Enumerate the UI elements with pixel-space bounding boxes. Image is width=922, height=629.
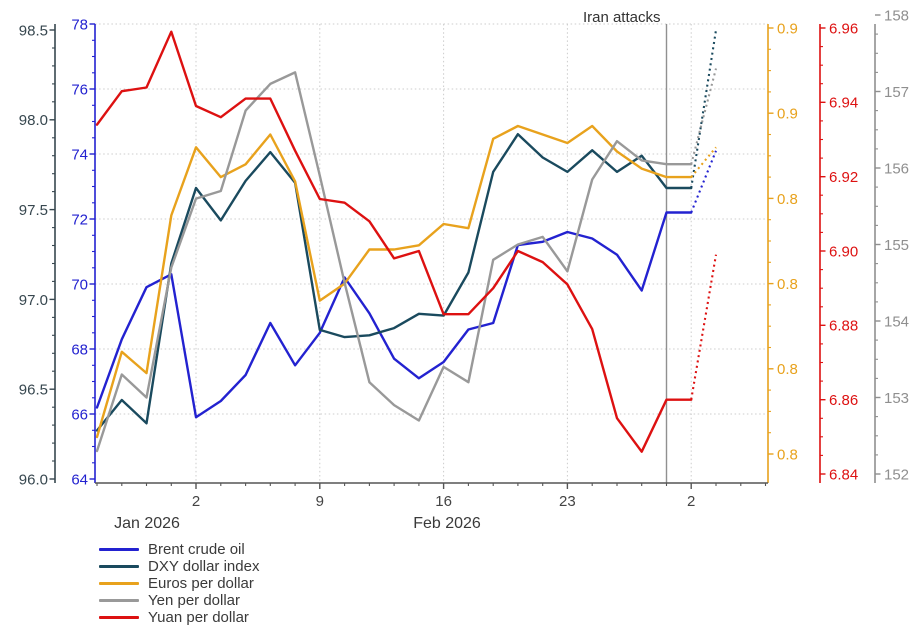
y-axis-brent: 78 76 74 72 70 68 66 64 xyxy=(71,16,96,488)
series-yuan-per-dollar-projection xyxy=(690,254,718,400)
x-month-label: Jan 2026 xyxy=(114,515,180,532)
svg-text:74: 74 xyxy=(71,146,88,163)
svg-text:6.92: 6.92 xyxy=(829,169,858,186)
legend-label-dxy: DXY dollar index xyxy=(148,558,260,575)
x-tick-label: 9 xyxy=(316,493,324,510)
svg-text:78: 78 xyxy=(71,16,88,33)
svg-text:96.0: 96.0 xyxy=(19,471,48,488)
legend-swatch-dxy xyxy=(99,565,139,568)
series-euros-per-dollar xyxy=(95,124,717,439)
legend-item-yuan-per-dollar: Yuan per dollar xyxy=(99,610,259,625)
x-tick-label: 2 xyxy=(192,493,200,510)
svg-text:157: 157 xyxy=(884,84,909,101)
svg-text:6.86: 6.86 xyxy=(829,392,858,409)
y-axis-dxy: 98.5 98.0 97.5 97.0 96.5 96.0 xyxy=(19,22,56,488)
svg-text:97.5: 97.5 xyxy=(19,202,48,219)
svg-text:6.94: 6.94 xyxy=(829,95,858,112)
svg-text:155: 155 xyxy=(884,237,909,254)
svg-text:96.5: 96.5 xyxy=(19,382,48,399)
x-tick-label: 16 xyxy=(435,493,452,510)
svg-text:98.5: 98.5 xyxy=(19,22,48,39)
series-yuan-per-dollar xyxy=(95,30,718,453)
legend-label-yuan: Yuan per dollar xyxy=(148,609,249,626)
svg-text:0.8: 0.8 xyxy=(777,361,798,378)
legend-label-euro: Euros per dollar xyxy=(148,575,254,592)
legend-item-yen-per-dollar: Yen per dollar xyxy=(99,593,259,608)
series-brent-crude-oil-projection xyxy=(690,150,717,213)
svg-text:152: 152 xyxy=(884,466,909,483)
svg-text:0.8: 0.8 xyxy=(777,191,798,208)
series-dxy-dollar-index-projection xyxy=(690,29,718,189)
series-brent-crude-oil xyxy=(95,150,717,419)
svg-text:70: 70 xyxy=(71,276,88,293)
svg-text:158: 158 xyxy=(884,7,909,24)
svg-text:0.9: 0.9 xyxy=(777,20,798,37)
svg-text:156: 156 xyxy=(884,160,909,177)
svg-text:66: 66 xyxy=(71,406,88,423)
svg-text:76: 76 xyxy=(71,81,88,98)
svg-text:0.8: 0.8 xyxy=(777,276,798,293)
svg-text:64: 64 xyxy=(71,471,88,488)
y-axis-yen: 158 157 156 155 154 153 152 xyxy=(874,7,909,483)
svg-text:6.90: 6.90 xyxy=(829,243,858,260)
x-tick-label: 2 xyxy=(687,493,695,510)
svg-text:6.88: 6.88 xyxy=(829,318,858,335)
legend-label-brent: Brent crude oil xyxy=(148,541,245,558)
annotation-iran-attacks: Iran attacks xyxy=(583,9,661,26)
legend-swatch-yuan xyxy=(99,616,139,619)
svg-text:154: 154 xyxy=(884,313,909,330)
legend-swatch-brent xyxy=(99,548,139,551)
svg-text:97.0: 97.0 xyxy=(19,292,48,309)
x-axis: 2 9 16 23 2 Jan 2026 Feb 2026 xyxy=(95,482,768,532)
svg-text:6.96: 6.96 xyxy=(829,20,858,37)
svg-text:98.0: 98.0 xyxy=(19,112,48,129)
svg-text:0.9: 0.9 xyxy=(777,106,798,123)
series-euros-per-dollar-projection xyxy=(690,146,717,178)
legend-item-euros-per-dollar: Euros per dollar xyxy=(99,576,259,591)
y-axis-yuan: 6.96 6.94 6.92 6.90 6.88 6.86 6.84 xyxy=(819,20,858,483)
svg-text:72: 72 xyxy=(71,211,88,228)
x-tick-label: 23 xyxy=(559,493,576,510)
series-yen-per-dollar-projection xyxy=(690,68,718,165)
series-yen-per-dollar xyxy=(95,68,718,453)
svg-text:0.8: 0.8 xyxy=(777,446,798,463)
legend-label-yen: Yen per dollar xyxy=(148,592,241,609)
svg-text:68: 68 xyxy=(71,341,88,358)
legend-item-dxy-dollar-index: DXY dollar index xyxy=(99,559,259,574)
legend-item-brent-crude-oil: Brent crude oil xyxy=(99,542,259,557)
svg-text:6.84: 6.84 xyxy=(829,466,858,483)
svg-text:153: 153 xyxy=(884,390,909,407)
y-axis-euro: 0.9 0.9 0.8 0.8 0.8 0.8 xyxy=(767,20,798,483)
series-dxy-dollar-index xyxy=(95,29,718,432)
legend: Brent crude oil DXY dollar index Euros p… xyxy=(99,542,259,625)
x-month-label: Feb 2026 xyxy=(413,515,481,532)
legend-swatch-yen xyxy=(99,599,139,602)
legend-swatch-euro xyxy=(99,582,139,585)
